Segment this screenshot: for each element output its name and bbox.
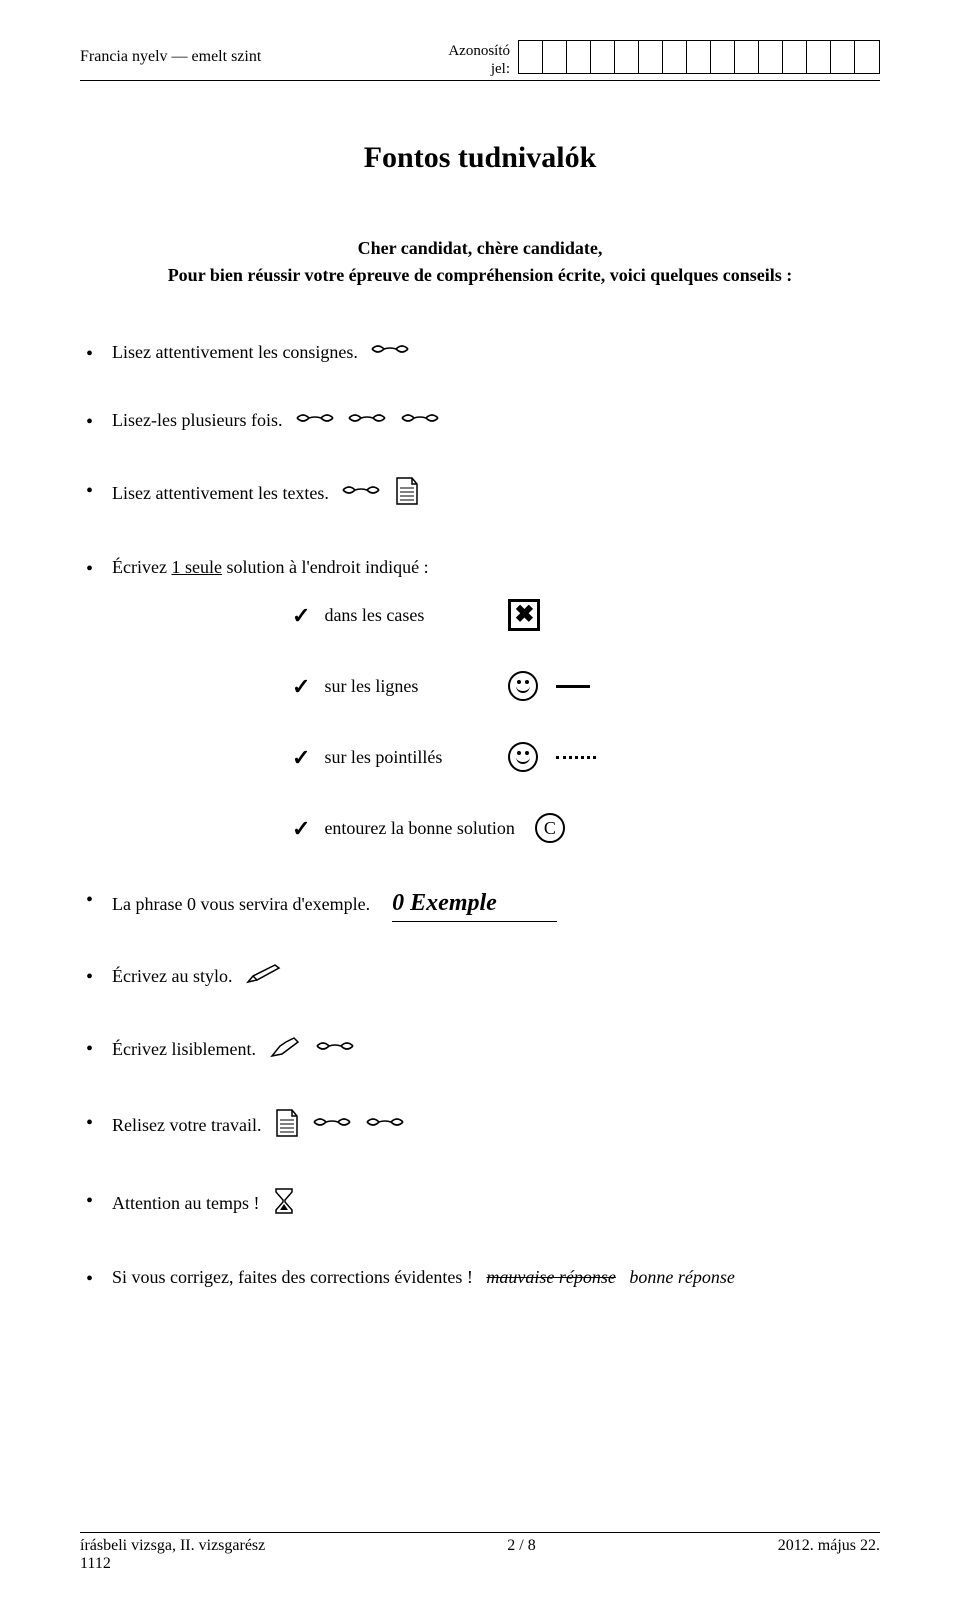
bullet-read-several: Lisez-les plusieurs fois.: [86, 407, 880, 435]
page-title: Fontos tudnivalók: [80, 141, 880, 175]
id-box-cell[interactable]: [543, 41, 567, 73]
underline-icon: [556, 685, 590, 688]
document-icon: [274, 1108, 300, 1146]
bullet-reread: Relisez votre travail.: [86, 1108, 880, 1146]
sub-dotted: ✓ sur les pointillés: [292, 741, 880, 774]
sub-cases-label: dans les cases: [324, 602, 494, 629]
footer-page-number: 2 / 8: [507, 1537, 535, 1573]
example-label: 0 Exemple: [392, 885, 557, 922]
bullet-time: Attention au temps !: [86, 1186, 880, 1224]
glasses-icon: [315, 1037, 355, 1064]
sub-circle-label: entourez la bonne solution: [324, 815, 514, 842]
bullet-reread-text: Relisez votre travail.: [112, 1115, 261, 1135]
instruction-list: Lisez attentivement les consignes. Lisez…: [80, 339, 880, 1291]
bullet-correct: Si vous corrigez, faites des corrections…: [86, 1264, 880, 1291]
good-answer-example: bonne réponse: [629, 1267, 734, 1287]
glasses-icon: [312, 1113, 352, 1140]
sub-lines: ✓ sur les lignes: [292, 670, 880, 703]
bullet-example-text: La phrase 0 vous servira d'exemple.: [112, 894, 370, 914]
intro-block: Cher candidat, chère candidate, Pour bie…: [80, 235, 880, 289]
check-icon: ✓: [292, 670, 310, 703]
bullet-correct-text: Si vous corrigez, faites des corrections…: [112, 1267, 473, 1287]
footer-left: írásbeli vizsga, II. vizsgarész 1112: [80, 1537, 265, 1573]
id-box-cell[interactable]: [759, 41, 783, 73]
id-box-cell[interactable]: [519, 41, 543, 73]
id-boxes[interactable]: [518, 40, 880, 74]
bullet-read-instructions-text: Lisez attentivement les consignes.: [112, 342, 358, 362]
glasses-icon: [341, 481, 381, 508]
sub-circle: ✓ entourez la bonne solution C: [292, 812, 880, 845]
id-box-cell[interactable]: [831, 41, 855, 73]
bullet-pen: Écrivez au stylo.: [86, 962, 880, 994]
writing-hand-icon: [268, 1034, 302, 1068]
id-box-cell[interactable]: [855, 41, 879, 73]
footer-date: 2012. május 22.: [778, 1537, 880, 1573]
id-box-cell[interactable]: [663, 41, 687, 73]
id-box-cell[interactable]: [615, 41, 639, 73]
glasses-icon: [347, 409, 387, 436]
id-box-cell[interactable]: [567, 41, 591, 73]
bullet-read-texts: Lisez attentivement les textes.: [86, 476, 880, 514]
hourglass-icon: [272, 1186, 296, 1224]
dotted-line-icon: [556, 756, 596, 759]
check-icon: ✓: [292, 812, 310, 845]
bullet-write-one-prefix: Écrivez: [112, 557, 171, 577]
bullet-legible-text: Écrivez lisiblement.: [112, 1039, 256, 1059]
footer-exam-part: írásbeli vizsga, II. vizsgarész: [80, 1537, 265, 1555]
bullet-pen-text: Écrivez au stylo.: [112, 966, 232, 986]
glasses-icon: [370, 340, 410, 367]
footer-code: 1112: [80, 1555, 265, 1573]
bullet-read-several-text: Lisez-les plusieurs fois.: [112, 410, 282, 430]
bullet-write-one-suffix: solution à l'endroit indiqué :: [222, 557, 429, 577]
pen-icon: [245, 962, 283, 994]
bullet-legible: Écrivez lisiblement.: [86, 1034, 880, 1068]
id-label-line2: jel:: [491, 61, 510, 77]
sub-cases: ✓ dans les cases ✖: [292, 599, 880, 632]
intro-line-2: Pour bien réussir votre épreuve de compr…: [80, 262, 880, 289]
header-subject: Francia nyelv — emelt szint: [80, 40, 448, 66]
glasses-icon: [295, 409, 335, 436]
sub-list: ✓ dans les cases ✖ ✓ sur les lignes ✓ su…: [112, 599, 880, 845]
intro-line-1: Cher candidat, chère candidate,: [80, 235, 880, 262]
bullet-time-text: Attention au temps !: [112, 1193, 259, 1213]
sub-dotted-label: sur les pointillés: [324, 744, 494, 771]
id-box-cell[interactable]: [687, 41, 711, 73]
id-box-cell[interactable]: [639, 41, 663, 73]
document-icon: [394, 476, 420, 514]
smiley-icon: [508, 742, 538, 772]
glasses-icon: [400, 409, 440, 436]
bullet-example: La phrase 0 vous servira d'exemple. 0 Ex…: [86, 885, 880, 922]
glasses-icon: [365, 1113, 405, 1140]
check-icon: ✓: [292, 599, 310, 632]
smiley-icon: [508, 671, 538, 701]
bullet-write-one-underlined: 1 seule: [171, 557, 221, 577]
id-box-cell[interactable]: [783, 41, 807, 73]
id-box-cell[interactable]: [591, 41, 615, 73]
page-header: Francia nyelv — emelt szint Azonosító je…: [80, 40, 880, 81]
header-id-label: Azonosító jel:: [448, 40, 518, 78]
bullet-read-texts-text: Lisez attentivement les textes.: [112, 483, 329, 503]
id-box-cell[interactable]: [735, 41, 759, 73]
check-icon: ✓: [292, 741, 310, 774]
checkbox-x-icon: ✖: [508, 599, 540, 631]
id-box-cell[interactable]: [807, 41, 831, 73]
id-label-line1: Azonosító: [448, 43, 510, 59]
id-box-cell[interactable]: [711, 41, 735, 73]
sub-lines-label: sur les lignes: [324, 673, 494, 700]
circled-letter-icon: C: [535, 813, 565, 843]
bullet-read-instructions: Lisez attentivement les consignes.: [86, 339, 880, 367]
page-footer: írásbeli vizsga, II. vizsgarész 1112 2 /…: [80, 1532, 880, 1573]
wrong-answer-example: mauvaise réponse: [486, 1267, 615, 1287]
bullet-write-one: Écrivez 1 seule solution à l'endroit ind…: [86, 554, 880, 845]
